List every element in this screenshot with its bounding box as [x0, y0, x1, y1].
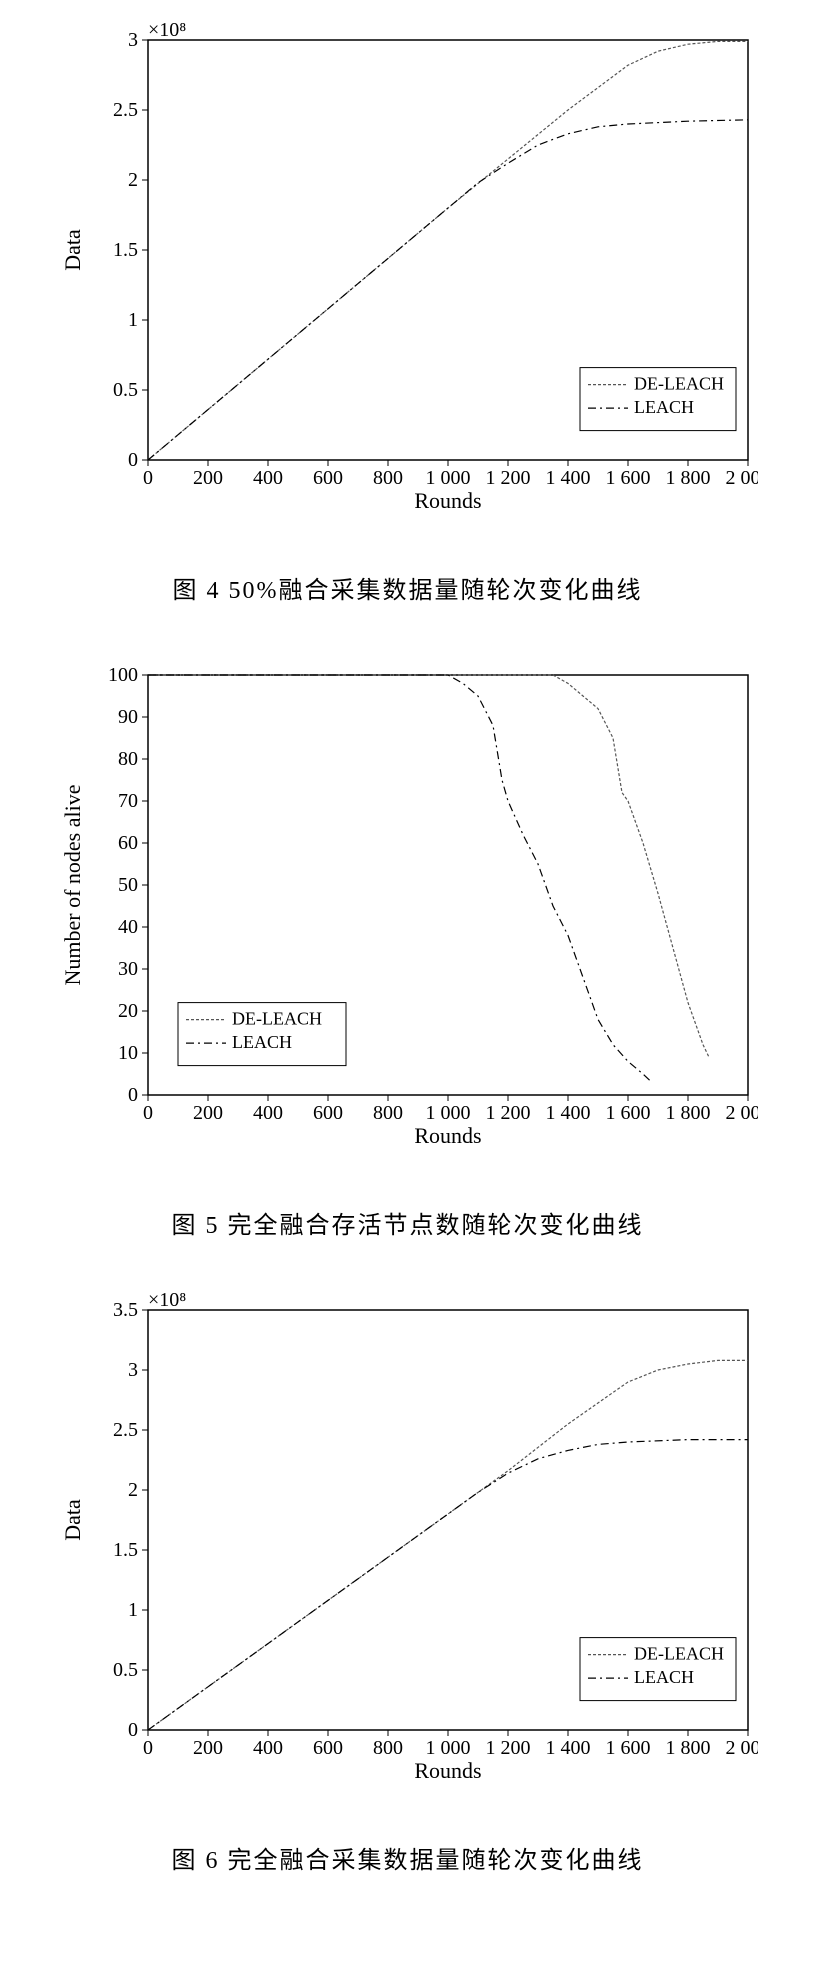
legend-item-label: DE-LEACH: [634, 1644, 724, 1664]
svg-text:3: 3: [128, 1359, 138, 1381]
svg-text:Rounds: Rounds: [414, 1758, 481, 1783]
chart-svg: 0 200 400 600 800 1 000 1 200 1 400 1 600 1 800 2 …: [58, 1290, 758, 1820]
svg-text:0: 0: [128, 1084, 138, 1106]
chart-fig4: 0 200 400 600 800 1 000 1 200 1 400 1 600 1 800 2 …: [58, 20, 758, 550]
svg-text:200: 200: [193, 1102, 223, 1124]
svg-text:×10⁸: ×10⁸: [148, 1290, 186, 1311]
figure-6: 0 200 400 600 800 1 000 1 200 1 400 1 600 1 800 2 …: [10, 1290, 805, 1875]
figure-5: 02004006008001 0001 2001 4001 6001 8002 …: [10, 655, 805, 1240]
figure-4: 0 200 400 600 800 1 000 1 200 1 400 1 600 1 800 2 …: [10, 20, 805, 605]
svg-text:Data: Data: [60, 1499, 85, 1541]
svg-text:0.5: 0.5: [113, 1659, 138, 1681]
svg-text:400: 400: [253, 467, 283, 489]
svg-text:Number of nodes alive: Number of nodes alive: [60, 785, 85, 986]
svg-text:200: 200: [193, 1737, 223, 1759]
svg-text:50: 50: [118, 874, 138, 896]
svg-text:2.5: 2.5: [113, 99, 138, 121]
svg-text:10: 10: [118, 1042, 138, 1064]
svg-text:1 600: 1 600: [605, 1737, 650, 1759]
svg-text:×10⁸: ×10⁸: [148, 20, 186, 41]
svg-text:600: 600: [313, 467, 343, 489]
svg-text:0: 0: [128, 1719, 138, 1741]
svg-text:0: 0: [128, 449, 138, 471]
svg-text:600: 600: [313, 1737, 343, 1759]
svg-text:800: 800: [373, 467, 403, 489]
legend-item-label: LEACH: [232, 1032, 292, 1052]
svg-text:30: 30: [118, 958, 138, 980]
svg-text:1: 1: [128, 309, 138, 331]
svg-text:1 200: 1 200: [485, 467, 530, 489]
svg-text:2 000: 2 000: [725, 467, 758, 489]
svg-text:0: 0: [143, 1737, 153, 1759]
svg-text:70: 70: [118, 790, 138, 812]
svg-text:1 800: 1 800: [665, 467, 710, 489]
svg-text:200: 200: [193, 467, 223, 489]
figure-4-caption: 图 4 50%融合采集数据量随轮次变化曲线: [10, 570, 805, 605]
svg-text:800: 800: [373, 1737, 403, 1759]
svg-text:Rounds: Rounds: [414, 488, 481, 513]
svg-text:100: 100: [108, 664, 138, 686]
legend-item-label: LEACH: [634, 397, 694, 417]
svg-text:1 200: 1 200: [485, 1102, 530, 1124]
chart-svg: 02004006008001 0001 2001 4001 6001 8002 …: [58, 655, 758, 1185]
svg-text:1 400: 1 400: [545, 467, 590, 489]
svg-text:2: 2: [128, 169, 138, 191]
legend-item-label: LEACH: [634, 1667, 694, 1687]
figure-5-caption: 图 5 完全融合存活节点数随轮次变化曲线: [10, 1205, 805, 1240]
svg-text:2.5: 2.5: [113, 1419, 138, 1441]
svg-text:1 000: 1 000: [425, 1737, 470, 1759]
svg-text:90: 90: [118, 706, 138, 728]
svg-text:1 600: 1 600: [605, 467, 650, 489]
svg-text:600: 600: [313, 1102, 343, 1124]
figure-6-caption: 图 6 完全融合采集数据量随轮次变化曲线: [10, 1840, 805, 1875]
svg-text:2: 2: [128, 1479, 138, 1501]
svg-text:60: 60: [118, 832, 138, 854]
svg-text:1 000: 1 000: [425, 467, 470, 489]
svg-text:1 200: 1 200: [485, 1737, 530, 1759]
svg-text:2 000: 2 000: [725, 1102, 758, 1124]
svg-text:0: 0: [143, 1102, 153, 1124]
svg-text:80: 80: [118, 748, 138, 770]
svg-text:0: 0: [143, 467, 153, 489]
svg-text:20: 20: [118, 1000, 138, 1022]
chart-svg: 0 200 400 600 800 1 000 1 200 1 400 1 600 1 800 2 …: [58, 20, 758, 550]
svg-text:3: 3: [128, 29, 138, 51]
svg-text:2 000: 2 000: [725, 1737, 758, 1759]
svg-text:1 800: 1 800: [665, 1737, 710, 1759]
svg-text:1 400: 1 400: [545, 1102, 590, 1124]
svg-text:Data: Data: [60, 229, 85, 271]
svg-text:1 000: 1 000: [425, 1102, 470, 1124]
svg-text:1 400: 1 400: [545, 1737, 590, 1759]
svg-text:1.5: 1.5: [113, 239, 138, 261]
chart-fig5: 02004006008001 0001 2001 4001 6001 8002 …: [58, 655, 758, 1185]
svg-text:400: 400: [253, 1102, 283, 1124]
legend-item-label: DE-LEACH: [232, 1009, 322, 1029]
svg-text:1.5: 1.5: [113, 1539, 138, 1561]
svg-text:1: 1: [128, 1599, 138, 1621]
chart-fig6: 0 200 400 600 800 1 000 1 200 1 400 1 600 1 800 2 …: [58, 1290, 758, 1820]
svg-text:1 800: 1 800: [665, 1102, 710, 1124]
legend-item-label: DE-LEACH: [634, 374, 724, 394]
svg-text:Rounds: Rounds: [414, 1123, 481, 1148]
svg-text:0.5: 0.5: [113, 379, 138, 401]
svg-text:800: 800: [373, 1102, 403, 1124]
svg-text:3.5: 3.5: [113, 1299, 138, 1321]
svg-text:1 600: 1 600: [605, 1102, 650, 1124]
svg-text:40: 40: [118, 916, 138, 938]
svg-text:400: 400: [253, 1737, 283, 1759]
